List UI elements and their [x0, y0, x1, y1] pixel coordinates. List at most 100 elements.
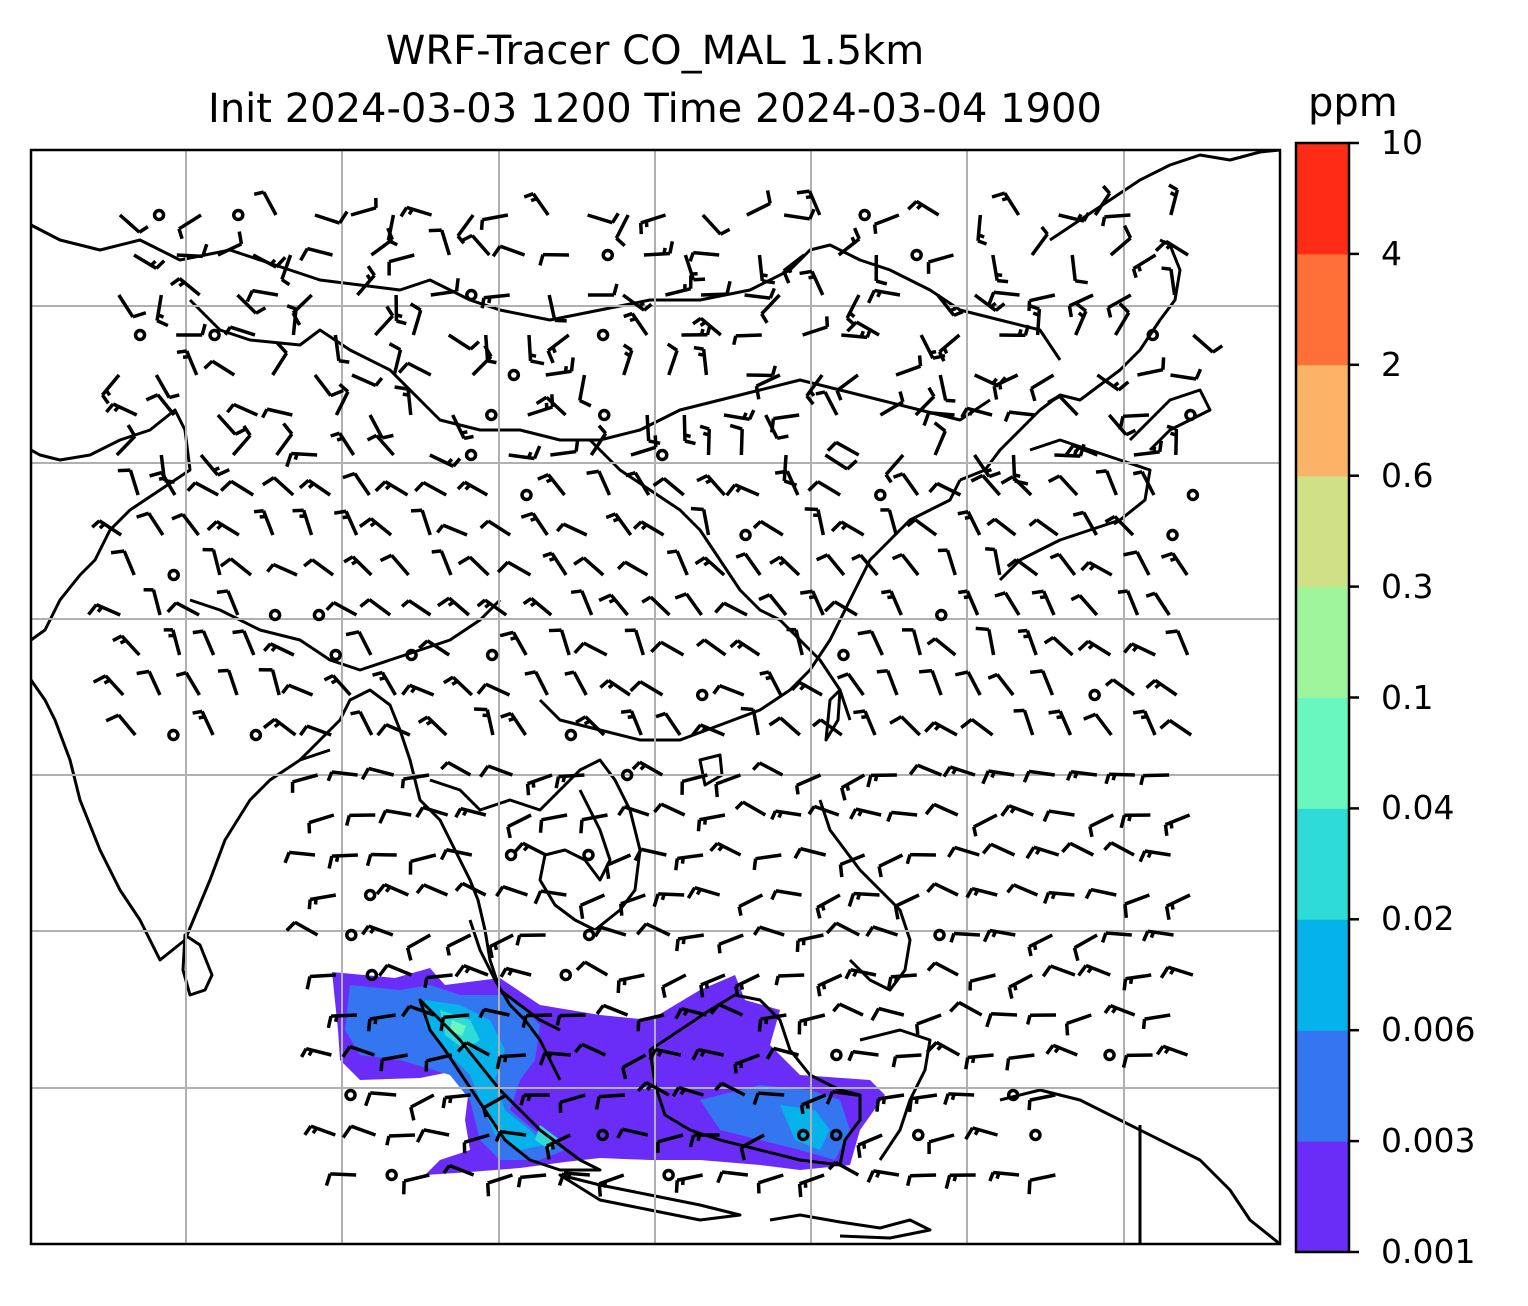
- wind-barb: [1131, 253, 1157, 279]
- wind-barb: [604, 853, 632, 880]
- calm-wind-circle: [1029, 1128, 1042, 1142]
- wind-barb: [870, 1006, 905, 1022]
- wind-barb: [232, 629, 256, 656]
- calm-wind-circle: [829, 1128, 843, 1142]
- wind-barb: [756, 1173, 784, 1194]
- wind-barb: [305, 973, 336, 990]
- wind-barb: [752, 853, 782, 871]
- wind-barb: [1063, 443, 1099, 458]
- wind-barb: [674, 592, 703, 617]
- wind-barb: [1100, 931, 1132, 943]
- wind-barb: [573, 556, 605, 577]
- wind-barb: [695, 638, 727, 657]
- wind-barb: [1041, 964, 1076, 978]
- wind-barb: [681, 325, 712, 337]
- wind-barb: [275, 422, 294, 457]
- calm-wind-circle: [837, 648, 850, 662]
- wind-barb: [907, 199, 940, 217]
- wind-barb: [149, 470, 177, 496]
- calm-wind-circle: [1088, 688, 1101, 702]
- calm-wind-circle: [507, 368, 521, 382]
- wind-barb: [1095, 469, 1118, 496]
- wind-barb: [1163, 813, 1191, 837]
- wind-barb: [378, 808, 412, 824]
- wind-barb: [624, 628, 645, 656]
- wind-barb: [192, 629, 216, 656]
- wind-barb: [415, 805, 449, 819]
- wind-barb: [440, 760, 472, 777]
- wind-barb: [701, 213, 731, 236]
- wind-barb: [1017, 628, 1038, 656]
- wind-barb: [1000, 475, 1033, 497]
- wind-barb: [793, 846, 827, 860]
- wind-barb: [982, 928, 1016, 943]
- wind-barb: [805, 373, 824, 406]
- wind-barb: [575, 715, 606, 737]
- wind-barb: [836, 672, 865, 697]
- wind-barb: [845, 294, 861, 326]
- wind-barb: [838, 853, 866, 878]
- wind-barb: [118, 213, 149, 234]
- wind-barb: [796, 189, 822, 216]
- colorbar-tick-label: 4: [1381, 233, 1402, 273]
- colorbar-segment: [1296, 1030, 1349, 1142]
- wind-barb: [87, 603, 121, 617]
- wind-barb: [231, 424, 252, 457]
- wind-barb: [415, 1128, 450, 1143]
- wind-barb: [942, 765, 976, 778]
- wind-barb: [691, 723, 726, 737]
- wind-barb: [423, 973, 453, 989]
- calm-wind-circle: [582, 848, 595, 862]
- wind-barb: [555, 1013, 586, 1026]
- wind-barb: [216, 413, 248, 436]
- wind-barb: [770, 809, 802, 821]
- wind-barb: [527, 334, 545, 366]
- wind-barb: [991, 254, 1009, 284]
- wind-barb: [770, 888, 802, 901]
- wind-barb: [271, 341, 289, 376]
- wind-barb: [1096, 373, 1130, 392]
- wind-barb: [947, 845, 980, 858]
- wind-barb: [635, 922, 671, 937]
- wind-barb: [292, 508, 314, 536]
- wind-barb: [807, 480, 842, 497]
- wind-barb: [987, 672, 1015, 697]
- wind-barb: [943, 1092, 975, 1106]
- calm-wind-circle: [620, 768, 634, 782]
- wind-barb: [394, 294, 407, 326]
- wind-barb: [825, 921, 861, 937]
- wind-barb: [908, 763, 943, 777]
- wind-barb: [350, 710, 374, 736]
- wind-barb: [351, 373, 384, 388]
- wind-barb: [616, 973, 645, 994]
- wind-barb: [905, 852, 936, 865]
- calm-wind-circle: [520, 488, 533, 502]
- wind-barb: [176, 243, 209, 259]
- wind-barb: [1027, 1173, 1056, 1195]
- calm-wind-circle: [345, 928, 358, 942]
- wind-barb: [456, 480, 489, 497]
- wind-barb: [409, 1093, 435, 1121]
- wind-barb: [1159, 965, 1194, 979]
- wind-barb: [410, 508, 432, 536]
- calm-wind-circle: [167, 728, 180, 742]
- wind-barb: [1161, 266, 1177, 296]
- wind-barb: [622, 343, 634, 376]
- wind-barb: [1103, 841, 1135, 857]
- wind-barb: [769, 555, 801, 577]
- wind-barb: [650, 640, 685, 657]
- wind-barb: [334, 509, 359, 536]
- wind-barb: [1031, 589, 1056, 616]
- wind-barb: [616, 1127, 649, 1139]
- wind-barb: [918, 668, 943, 696]
- wind-barb: [866, 288, 901, 304]
- wind-barb: [1029, 669, 1055, 696]
- wind-barb: [1072, 933, 1098, 962]
- wind-barb: [696, 473, 726, 497]
- calm-wind-circle: [133, 328, 147, 342]
- wind-barb: [876, 668, 899, 696]
- wind-barb: [521, 1013, 553, 1029]
- wind-barb: [674, 1173, 704, 1193]
- tracer-plume: [332, 968, 885, 1175]
- wind-barb: [1028, 518, 1059, 537]
